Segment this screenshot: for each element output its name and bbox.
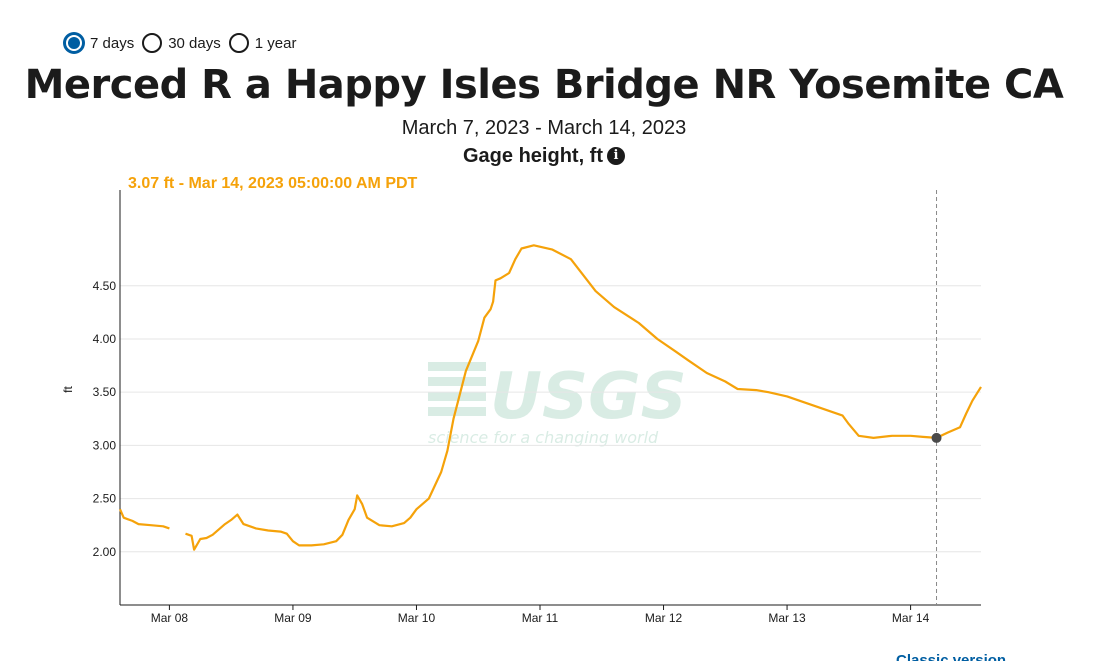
radio-30-days[interactable]	[142, 33, 163, 53]
x-tick-label: Mar 13	[768, 611, 806, 625]
x-tick-label: Mar 14	[892, 611, 930, 625]
x-tick-label: Mar 09	[274, 611, 312, 625]
y-tick-label: 2.50	[93, 492, 117, 506]
y-tick-label: 3.50	[93, 385, 117, 399]
y-tick-label: 4.50	[93, 279, 117, 293]
site-title: Merced R a Happy Isles Bridge NR Yosemit…	[24, 62, 1064, 108]
x-tick-labels: Mar 08 Mar 09 Mar 10 Mar 11 Mar 12 Mar 13 Mar …	[151, 611, 930, 625]
period-label-30-days: 30 days	[168, 34, 221, 52]
axes	[119, 190, 981, 610]
usgs-watermark: USGS science for a changing world	[428, 360, 687, 447]
usgs-wave-logo	[428, 362, 486, 416]
date-range: March 7, 2023 - March 14, 2023	[401, 117, 687, 139]
parameter-title: Gage height, ft i	[0, 145, 1088, 168]
usgs-watermark-brand: USGS	[490, 360, 687, 434]
period-label-7-days: 7 days	[90, 34, 135, 52]
cursor-point	[931, 432, 942, 443]
y-tick-labels: 2.00 2.50 3.00 3.50 4.00 4.50	[93, 279, 117, 559]
y-tick-label: 2.00	[93, 545, 117, 559]
classic-version-link[interactable]: Classic version	[896, 652, 1007, 661]
y-tick-label: 4.00	[93, 332, 117, 346]
period-label-1-year: 1 year	[254, 34, 297, 52]
usgs-watermark-tagline: science for a changing world	[428, 428, 659, 447]
period-option-1-year[interactable]: 1 year	[228, 33, 297, 53]
parameter-label: Gage height, ft	[463, 145, 603, 167]
x-tick-label: Mar 12	[645, 611, 683, 625]
period-option-30-days[interactable]: 30 days	[142, 33, 221, 53]
period-selector: 7 days 30 days 1 year	[64, 33, 304, 53]
radio-7-days[interactable]	[64, 33, 84, 53]
series-gage-height	[118, 244, 982, 551]
info-icon[interactable]: i	[607, 147, 625, 165]
series-line-segment	[185, 244, 982, 551]
grid-lines	[120, 285, 981, 553]
radio-1-year[interactable]	[228, 33, 249, 53]
series-line-segment	[118, 508, 170, 530]
tooltip-readout: 3.07 ft - Mar 14, 2023 05:00:00 AM PDT	[128, 175, 418, 192]
x-tick-label: Mar 11	[522, 611, 559, 625]
period-option-7-days[interactable]: 7 days	[64, 33, 134, 53]
x-tick-label: Mar 10	[398, 611, 436, 625]
y-axis-label: ft	[61, 386, 75, 393]
y-tick-label: 3.00	[93, 438, 117, 452]
x-tick-label: Mar 08	[151, 611, 189, 625]
